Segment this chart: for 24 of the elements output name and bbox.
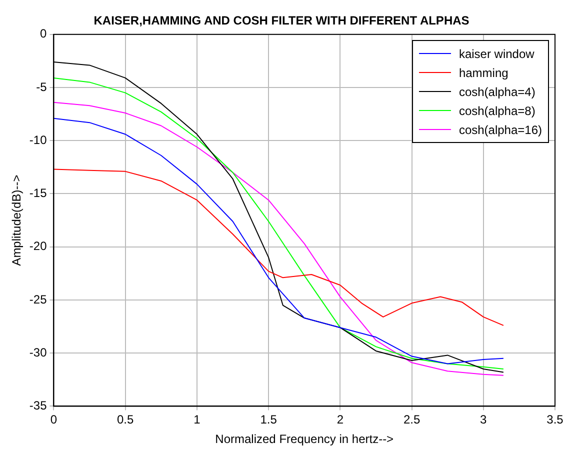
x-tick-label: 2.5 xyxy=(403,412,420,427)
y-tick-label: -20 xyxy=(29,239,48,254)
y-tick-label: -10 xyxy=(29,132,48,147)
x-tick-label: 1.5 xyxy=(260,412,278,427)
legend-label: hamming xyxy=(458,66,508,80)
legend-label: cosh(alpha=16) xyxy=(458,122,542,137)
x-axis-title: Normalized Frequency in hertz--> xyxy=(215,432,394,446)
y-tick-label: 0 xyxy=(40,26,48,41)
x-tick-label: 2 xyxy=(336,412,344,427)
y-tick-label: -30 xyxy=(29,345,48,360)
x-tick-label: 0.5 xyxy=(117,412,134,427)
y-tick-label: -5 xyxy=(36,80,48,94)
y-tick-label: -35 xyxy=(29,398,48,413)
y-tick-label: -15 xyxy=(29,186,48,200)
legend-label: cosh(alpha=4) xyxy=(458,84,536,99)
chart-title: KAISER,HAMMING AND COSH FILTER WITH DIFFERENT ALPHAS xyxy=(94,14,470,28)
y-axis-title: Amplitude(dB)--> xyxy=(10,174,24,266)
legend-label: kaiser window xyxy=(458,46,534,61)
legend-label: cosh(alpha=8) xyxy=(458,104,536,118)
x-tick-label: 1 xyxy=(194,412,201,427)
x-tick-label: 3 xyxy=(480,412,488,427)
x-tick-label: 3.5 xyxy=(546,412,564,427)
y-tick-label: -25 xyxy=(29,292,48,306)
x-tick-label: 0 xyxy=(50,412,58,427)
